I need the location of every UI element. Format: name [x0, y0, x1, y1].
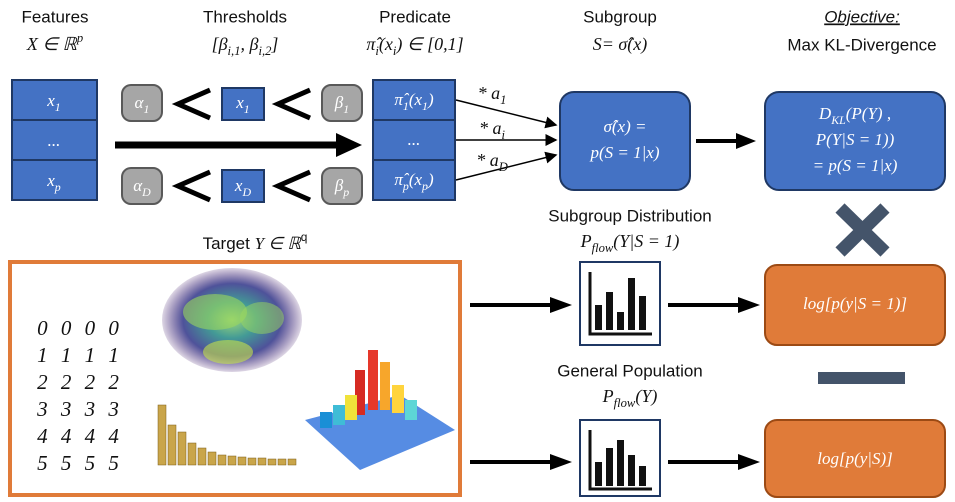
weight-label-part: * a: [476, 150, 499, 170]
header-formula-part: [β: [212, 34, 228, 54]
header-formula-part: i,1: [228, 44, 241, 58]
header-formula: π̂i(xi) ∈ [0,1]: [366, 34, 463, 58]
subgroup-label: σ̂(x) =: [604, 117, 647, 136]
predicate-label-part: ): [427, 90, 434, 109]
target-label-part: Target: [203, 234, 255, 253]
target-label: Target Y ∈ ℝq: [203, 230, 308, 253]
weight-label-part: i: [502, 128, 506, 142]
predicate-label-part: (x: [409, 90, 423, 109]
output-label: log[p(y|S = 1)]: [803, 294, 907, 313]
feature-label-part: ...: [48, 131, 61, 150]
predicate-label-part: (x: [409, 170, 423, 189]
distribution-title: General Population: [557, 361, 703, 380]
kl-label-part: = p(S = 1|x): [813, 156, 898, 175]
header-formula-part: i,2: [258, 44, 272, 58]
subgroup-label-part: p(S = 1|x): [589, 143, 659, 162]
subgroup-label-part: σ̂(x) =: [604, 117, 647, 136]
beta-label-part: 1: [343, 102, 349, 116]
digit-row: 0 0 0 0: [37, 316, 123, 340]
distribution-formula-part: flow: [592, 241, 614, 255]
threshold-x-label-part: 1: [244, 102, 250, 116]
header-title: Thresholds: [203, 7, 287, 26]
digit-row: 3 3 3 3: [36, 397, 123, 421]
distribution-formula-part: (Y|S = 1): [613, 231, 679, 252]
kl-label-part: D: [818, 104, 832, 123]
distribution-title: Subgroup Distribution: [548, 206, 711, 225]
header-formula-part: S= σ̂(x): [593, 34, 648, 55]
threshold-x-label-part: D: [241, 185, 251, 199]
minus-sign: [818, 372, 905, 384]
distribution-formula: Pflow(Y|S = 1): [580, 231, 680, 255]
beta-label-part: p: [342, 185, 349, 199]
target-label-part: q: [301, 230, 308, 244]
target-label-part: Y ∈ ℝ: [255, 234, 303, 253]
weight-label-part: * a: [479, 118, 502, 138]
distribution-formula-part: P: [602, 386, 614, 406]
distribution-formula-part: flow: [614, 396, 636, 410]
feature-label: ...: [48, 131, 61, 150]
output-label-part: log[p(y|S = 1)]: [803, 294, 907, 313]
feature-label-part: 1: [55, 100, 61, 114]
header-formula-part: p: [76, 31, 83, 45]
header-subtitle: Max KL-Divergence: [787, 35, 936, 54]
weight-label-part: * a: [478, 83, 501, 103]
predicate-label-part: ...: [408, 130, 421, 149]
feature-label-part: p: [54, 180, 61, 194]
predicate-label-part: p: [402, 179, 409, 193]
weight-label-part: D: [498, 160, 508, 174]
main-arrow-head: [336, 133, 362, 157]
subgroup-box: [560, 92, 690, 190]
digit-row: 5 5 5 5: [37, 451, 123, 475]
header-formula: X ∈ ℝp: [26, 31, 83, 54]
alpha-label-part: D: [141, 185, 151, 199]
diagram: FeaturesX ∈ ℝpThresholds[βi,1, βi,2]Pred…: [0, 0, 955, 502]
output-label-part: log[p(y|S)]: [817, 449, 893, 468]
kl-label: = p(S = 1|x): [813, 156, 898, 175]
weight-label: * ai: [479, 118, 506, 142]
header-title: Features: [21, 7, 88, 26]
density-plot: [162, 268, 302, 372]
predicate-label-part: p: [421, 179, 428, 193]
distribution-formula: Pflow(Y): [602, 386, 658, 410]
arrow-head: [736, 133, 756, 149]
header-formula-part: ) ∈ [0,1]: [395, 34, 463, 55]
header-formula: S= σ̂(x): [593, 34, 648, 55]
digit-row: 1 1 1 1: [37, 343, 123, 367]
distribution-formula-part: P: [580, 231, 592, 251]
header-formula-part: , β: [241, 34, 259, 54]
subgroup-label: p(S = 1|x): [589, 143, 659, 162]
kl-label: P(Y|S = 1)): [815, 130, 895, 149]
weight-label-part: 1: [500, 93, 506, 107]
header-formula-part: X ∈ ℝ: [26, 34, 78, 54]
header-title: Objective:: [824, 7, 900, 26]
kl-label-part: (P(Y) ,: [846, 104, 891, 123]
weight-label: * a1: [478, 83, 507, 107]
predicate-label-part: ): [427, 170, 434, 189]
header-formula-part: ]: [270, 34, 278, 54]
digit-row: 2 2 2 2: [37, 370, 123, 394]
predicate-label: ...: [408, 130, 421, 149]
header-title: Predicate: [379, 7, 451, 26]
kl-label-part: P(Y|S = 1)): [815, 130, 895, 149]
header-formula-part: (x: [379, 34, 393, 55]
header-formula: [βi,1, βi,2]: [212, 34, 279, 58]
output-label: log[p(y|S)]: [817, 449, 893, 468]
digit-row: 4 4 4 4: [37, 424, 123, 448]
header-title: Subgroup: [583, 7, 657, 26]
kl-label-part: KL: [830, 113, 846, 127]
distribution-formula-part: (Y): [635, 386, 657, 407]
alpha-label-part: 1: [143, 102, 149, 116]
multiply-sign: [840, 208, 885, 252]
